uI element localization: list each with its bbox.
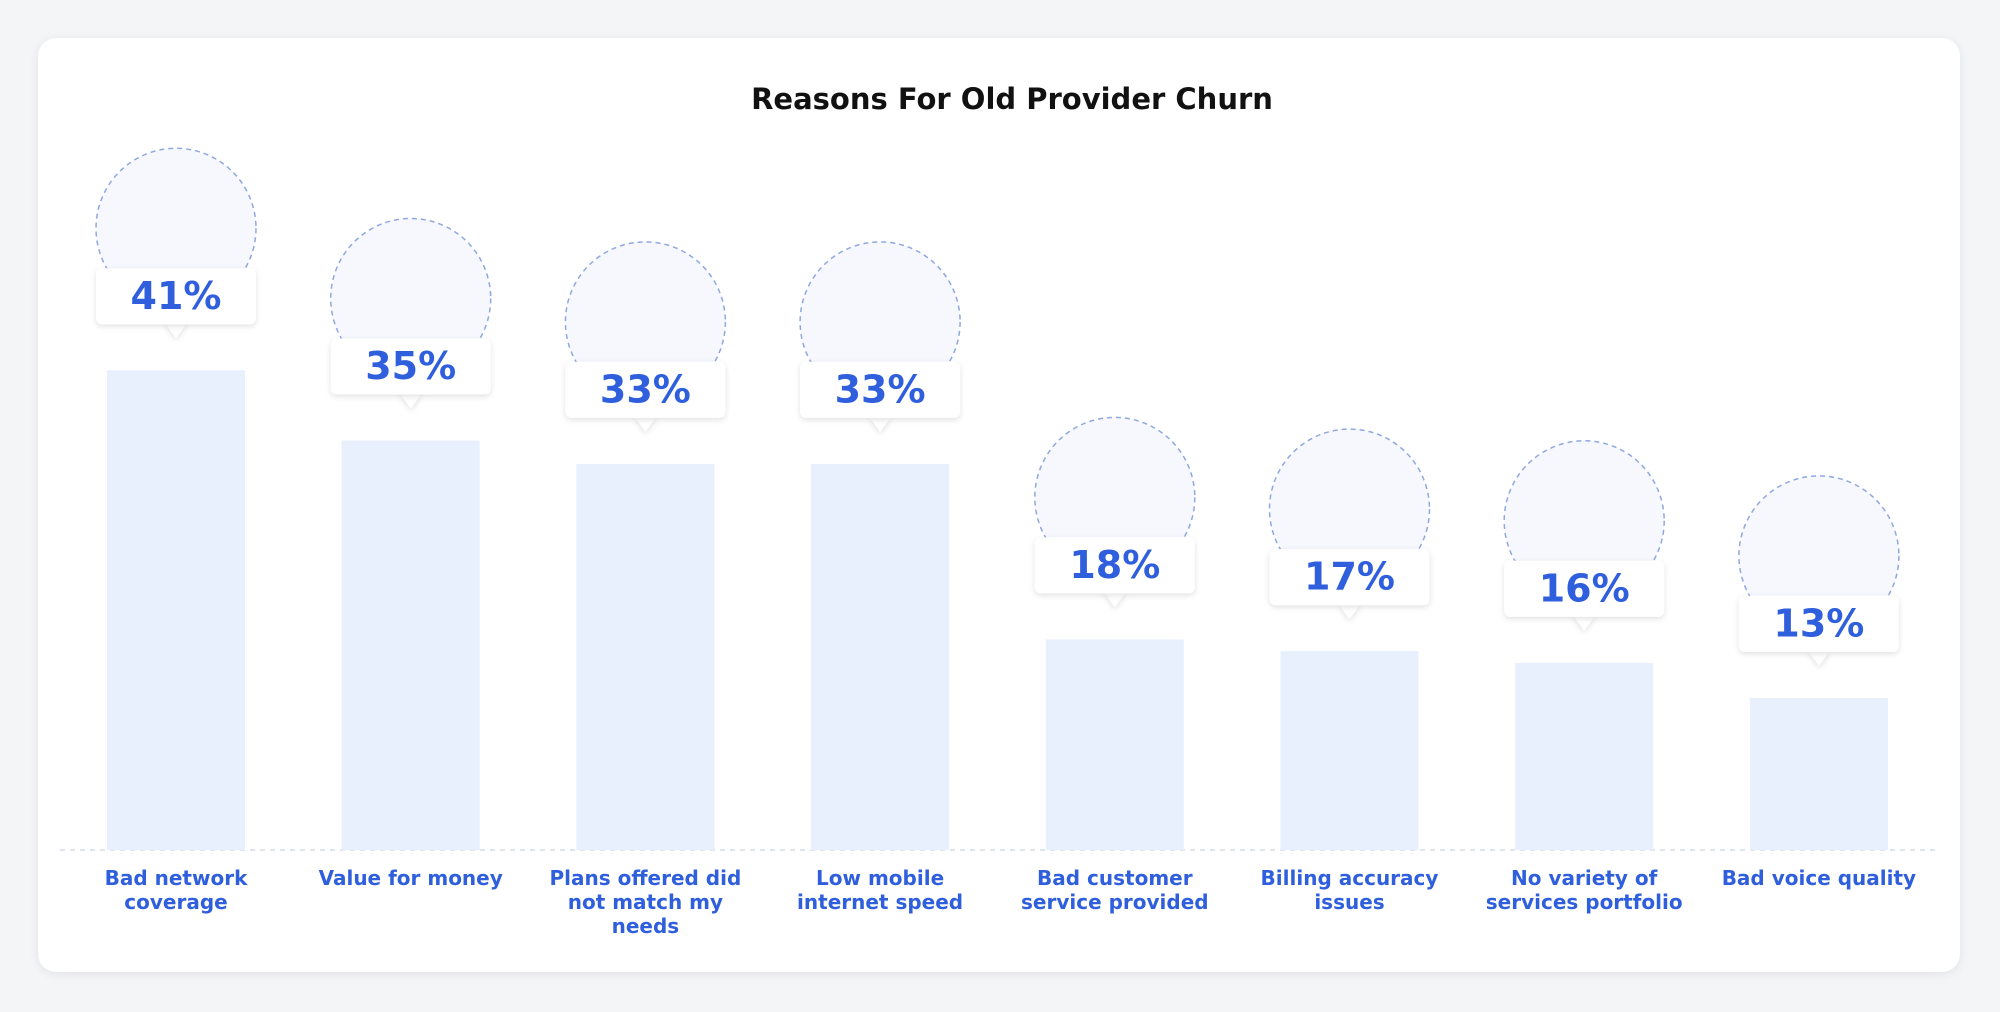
- callout-box: [96, 268, 256, 325]
- callout-box: [1504, 560, 1665, 617]
- value-label: 41%: [131, 274, 222, 318]
- callout-box: [1034, 537, 1195, 594]
- callout-box: [330, 338, 491, 395]
- value-label: 13%: [1773, 601, 1864, 645]
- value-label: 35%: [365, 344, 456, 388]
- bar: [107, 370, 245, 850]
- x-tick-label: Billing accuracy issues: [1260, 866, 1439, 914]
- x-tick-label: Value for money: [318, 866, 503, 890]
- value-label: 33%: [835, 367, 926, 411]
- value-label: 17%: [1304, 555, 1395, 599]
- callout-pointer: [1807, 650, 1830, 666]
- callout-pointer: [1573, 615, 1596, 631]
- x-tick-label: No variety of services portfolio: [1485, 866, 1683, 914]
- callout-pointer: [869, 416, 892, 432]
- x-tick-label: Low mobile internet speed: [797, 866, 964, 914]
- value-label: 16%: [1539, 566, 1630, 610]
- x-tick-label: Bad voice quality: [1721, 866, 1917, 890]
- x-tick-label: Bad customer service provided: [1020, 866, 1209, 914]
- bar: [1280, 651, 1419, 850]
- x-tick-label: Bad network coverage: [104, 866, 248, 914]
- callout-box: [800, 361, 961, 418]
- callout-box: [565, 361, 726, 418]
- callout-box: [1738, 595, 1899, 652]
- callout-pointer: [1338, 604, 1361, 620]
- callout-box: [1269, 549, 1430, 606]
- bar: [1749, 697, 1888, 850]
- bar: [1045, 639, 1184, 850]
- callout-pointer: [399, 393, 422, 409]
- value-label: 33%: [600, 367, 691, 411]
- bar: [811, 463, 950, 850]
- chart-title: Reasons For Old Provider Churn: [751, 82, 1273, 116]
- callout-pointer: [1103, 592, 1126, 608]
- bar: [576, 463, 715, 850]
- callout-pointer: [165, 323, 187, 339]
- value-label: 18%: [1069, 543, 1160, 587]
- x-tick-label: Plans offered did not match my needs: [549, 866, 742, 938]
- bar: [341, 440, 480, 850]
- callout-pointer: [634, 416, 657, 432]
- bar: [1515, 662, 1654, 850]
